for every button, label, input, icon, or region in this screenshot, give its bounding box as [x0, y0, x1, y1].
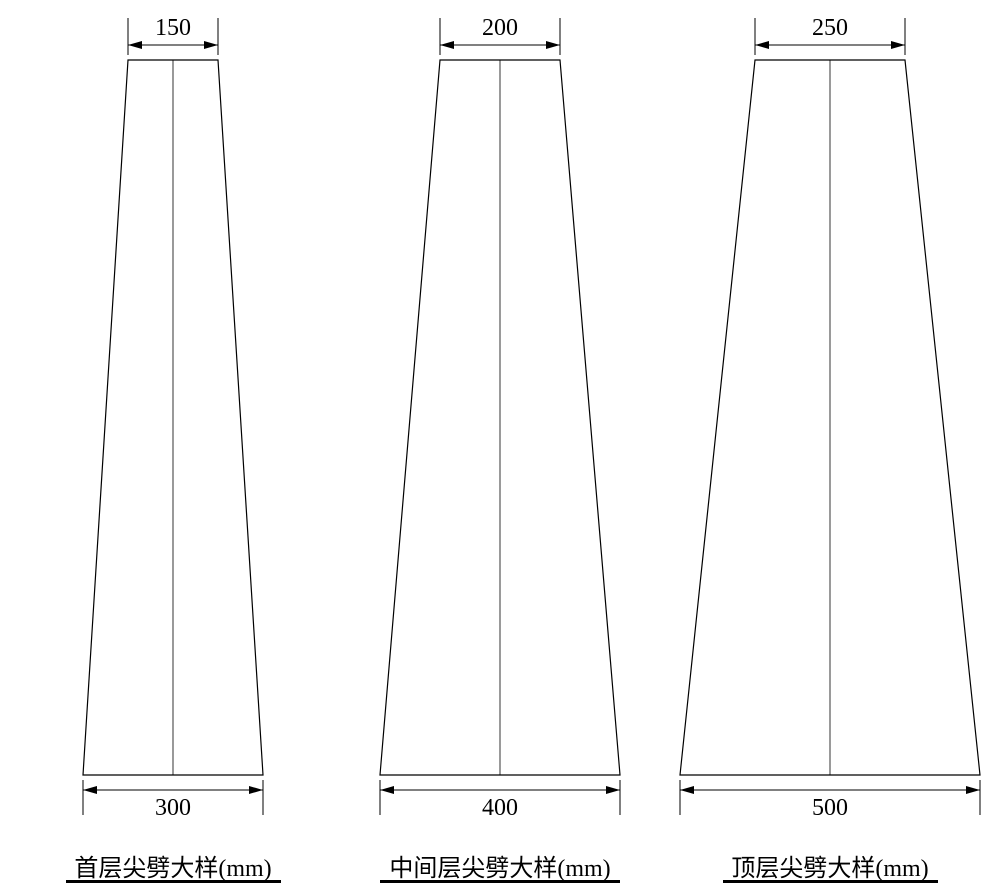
- caption-top: 顶层尖劈大样(mm): [723, 848, 938, 883]
- diagram-svg: 150 300 200 400 250 500: [0, 0, 1000, 891]
- dim-bot-top-label: 500: [812, 795, 848, 821]
- caption-middle-underline: [380, 880, 620, 883]
- caption-middle: 中间层尖劈大样(mm): [380, 848, 620, 883]
- dim-top-first-arrow-l: [128, 41, 142, 49]
- caption-top-underline: [723, 880, 938, 883]
- dim-bot-first-label: 300: [155, 795, 191, 821]
- dim-bot-middle-arrow-r: [606, 786, 620, 794]
- dim-top-middle-label: 200: [482, 15, 518, 41]
- diagram-container: 150 300 200 400 250 500 首层尖劈大样(mm) 中间层尖劈大样(mm)…: [0, 0, 1000, 891]
- dim-top-middle-arrow-r: [546, 41, 560, 49]
- dim-top-first-label: 150: [155, 15, 191, 41]
- dim-bot-top-arrow-l: [680, 786, 694, 794]
- dim-top-top-arrow-r: [891, 41, 905, 49]
- dim-top-first-arrow-r: [204, 41, 218, 49]
- dim-bot-middle-label: 400: [482, 795, 518, 821]
- dim-bot-middle-arrow-l: [380, 786, 394, 794]
- caption-first: 首层尖劈大样(mm): [66, 848, 281, 883]
- dim-bot-first-arrow-l: [83, 786, 97, 794]
- caption-first-underline: [66, 880, 281, 883]
- dim-top-middle-arrow-l: [440, 41, 454, 49]
- dim-bot-first-arrow-r: [249, 786, 263, 794]
- dim-top-top-arrow-l: [755, 41, 769, 49]
- dim-bot-top-arrow-r: [966, 786, 980, 794]
- dim-top-top-label: 250: [812, 15, 848, 41]
